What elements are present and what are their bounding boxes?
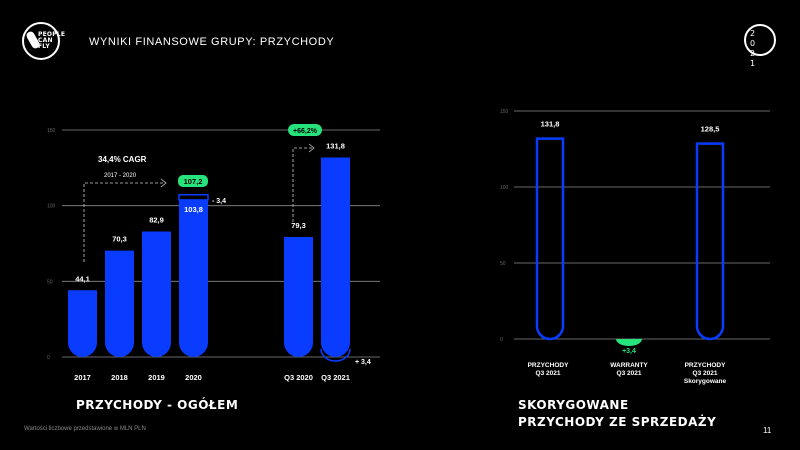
bar-value-label: 131,8: [541, 120, 560, 129]
right-caption-line1: SKORYGOWANE: [518, 398, 629, 412]
x-tick-label: 2017: [74, 373, 91, 382]
y-tick-label: 0: [500, 337, 503, 343]
logo-text: PEOPLE CAN FLY: [38, 31, 66, 50]
y-tick-label: 0: [47, 355, 50, 361]
y-tick-label: 50: [47, 279, 53, 285]
bar-value-label: 79,3: [291, 221, 306, 230]
x-tick-label: Q3 2020: [284, 373, 313, 382]
cagr-arrow: [83, 182, 164, 262]
x-tick-label-line1: WARRANTY: [610, 362, 648, 369]
x-tick-label: 2020: [185, 373, 202, 382]
y-tick-label: 150: [47, 128, 56, 134]
right-caption-line2: PRZYCHODY ZE SPRZEDAŻY: [518, 415, 717, 429]
bar-value-label: 70,3: [112, 235, 127, 244]
bar: [321, 157, 350, 357]
delta-q3-label: + 3,4: [355, 359, 371, 366]
x-tick-label-line3: Skorygowane: [684, 378, 727, 385]
x-tick-label-line2: Q3 2021: [536, 370, 561, 377]
bar: [695, 142, 725, 341]
year-logo-text: 2 0 2 1: [750, 29, 760, 68]
q3-growth-arrow: [292, 147, 312, 222]
bar-value-label: +3,4: [622, 348, 636, 355]
cagr-arrow-head: [160, 178, 167, 188]
badge-q3-growth-label: +66,2%: [293, 128, 318, 135]
x-tick-label-line2: Q3 2021: [693, 370, 718, 377]
x-tick-label: 2019: [148, 373, 165, 382]
page-title: WYNIKI FINANSOWE GRUPY: PRZYCHODY: [89, 36, 335, 48]
badge-q3-growth: [288, 124, 322, 136]
y-tick-label: 50: [500, 261, 506, 267]
bar-value-label: 44,1: [75, 274, 90, 283]
bar: [179, 199, 208, 357]
delta-2020-label: - 3,4: [212, 198, 226, 205]
x-tick-label: 2018: [111, 373, 128, 382]
bar: [284, 236, 313, 357]
warrant-adjustment-q3-outline: [320, 348, 351, 362]
cagr-title: 34,4% CAGR: [98, 155, 147, 164]
bar-value-label: 82,9: [149, 216, 164, 225]
bar: [105, 250, 134, 357]
badge-2020-label: 107,2: [184, 177, 203, 186]
badge-2020: [178, 175, 208, 187]
people-can-fly-logo: PEOPLE CAN FLY: [22, 22, 65, 60]
right-chart-caption: SKORYGOWANE PRZYCHODY ZE SPRZEDAŻY: [518, 397, 718, 431]
left-chart-caption: PRZYCHODY - OGÓŁEM: [76, 398, 239, 412]
bar-value-label: 131,8: [326, 142, 345, 151]
y-tick-label: 150: [500, 109, 509, 115]
x-tick-label: Q3 2021: [321, 373, 350, 382]
bar: [535, 137, 565, 341]
footnote: Wartości liczbowe przedstawione w MLN PL…: [24, 426, 146, 432]
warrant-adjustment-outline: [178, 194, 209, 201]
bar: [142, 231, 171, 357]
page-number: 11: [763, 426, 772, 435]
bar: [616, 339, 642, 346]
year-logo: 2 0 2 1: [744, 24, 776, 68]
bar-value-label: 103,8: [184, 205, 203, 214]
bar: [68, 290, 97, 357]
bar-value-label: 128,5: [701, 125, 720, 134]
y-tick-label: 100: [500, 185, 509, 191]
q3-growth-arrow-head: [308, 143, 315, 153]
x-tick-label-line2: Q3 2021: [617, 370, 642, 377]
cagr-period: 2017 - 2020: [104, 173, 137, 179]
x-tick-label-line1: PRZYCHODY: [528, 362, 569, 369]
y-tick-label: 100: [47, 204, 56, 210]
x-tick-label-line1: PRZYCHODY: [685, 362, 726, 369]
